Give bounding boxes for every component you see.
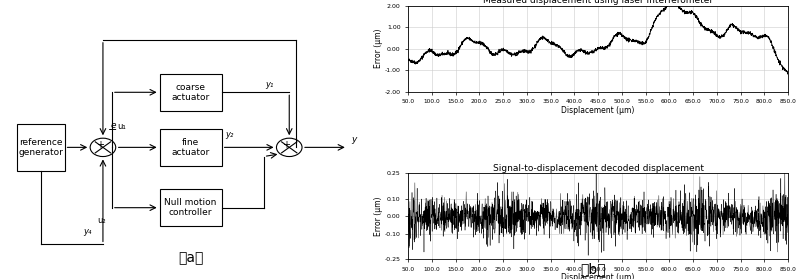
FancyBboxPatch shape	[159, 74, 221, 111]
Text: fine
actuator: fine actuator	[171, 138, 209, 157]
Text: y₂: y₂	[225, 130, 234, 139]
FancyBboxPatch shape	[17, 124, 64, 171]
Text: +: +	[283, 140, 291, 150]
Text: u₂: u₂	[97, 217, 106, 225]
Text: −: −	[107, 125, 117, 135]
Text: u₁: u₁	[118, 122, 127, 131]
Text: （b）: （b）	[580, 262, 606, 276]
Text: y₁: y₁	[266, 80, 274, 89]
Text: coarse
actuator: coarse actuator	[171, 83, 209, 102]
Text: Null motion
controller: Null motion controller	[165, 198, 217, 217]
FancyBboxPatch shape	[159, 189, 221, 226]
Text: （a）: （a）	[178, 251, 203, 265]
Title: Signal-to-displacement decoded displacement: Signal-to-displacement decoded displacem…	[493, 164, 704, 173]
Text: reference
generator: reference generator	[18, 138, 63, 157]
X-axis label: Displacement (μm): Displacement (μm)	[561, 105, 635, 115]
X-axis label: Displacement (μm): Displacement (μm)	[561, 273, 635, 279]
Y-axis label: Error (μm): Error (μm)	[374, 197, 383, 236]
Text: y: y	[351, 135, 357, 144]
Title: Measured displacement using laser interferometer: Measured displacement using laser interf…	[483, 0, 713, 5]
Text: +: +	[96, 140, 104, 150]
Text: y₄: y₄	[83, 227, 92, 236]
Text: e: e	[110, 121, 115, 130]
FancyBboxPatch shape	[159, 129, 221, 166]
Y-axis label: Error (μm): Error (μm)	[374, 29, 383, 68]
